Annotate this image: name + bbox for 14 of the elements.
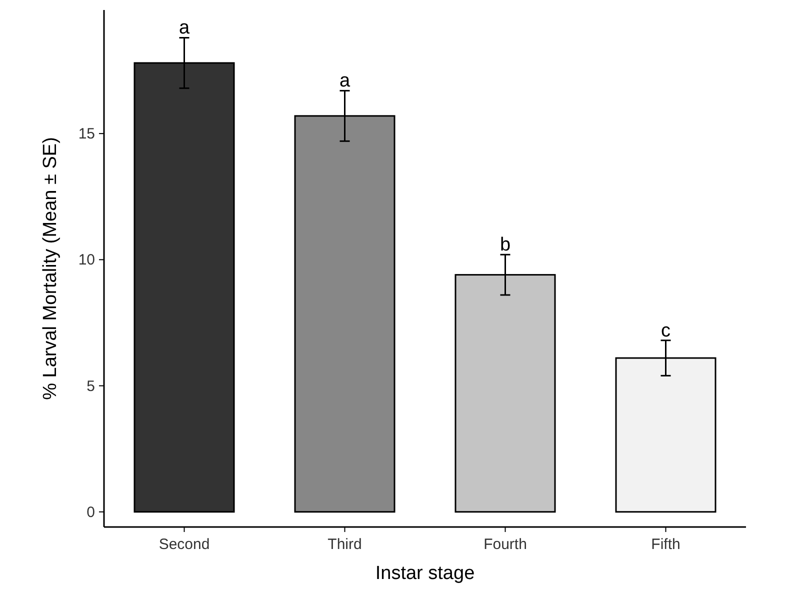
x-tick-label: Fifth <box>651 536 680 553</box>
x-tick-label: Second <box>158 536 210 553</box>
x-tick-label: Fourth <box>484 536 527 553</box>
y-tick-label: 5 <box>86 378 95 395</box>
annotation: a <box>178 18 190 39</box>
y-tick-label: 10 <box>78 252 95 269</box>
annotation: c <box>661 320 670 342</box>
y-tick-label: 15 <box>78 126 95 143</box>
annotation: b <box>500 234 511 256</box>
annotation: a <box>339 70 350 92</box>
y-tick-label: 0 <box>86 504 95 521</box>
x-axis-title: Instar stage <box>375 563 475 584</box>
x-tick-label: Third <box>328 536 362 553</box>
y-axis-title: % Larval Mortality (Mean ± SE) <box>40 137 61 400</box>
